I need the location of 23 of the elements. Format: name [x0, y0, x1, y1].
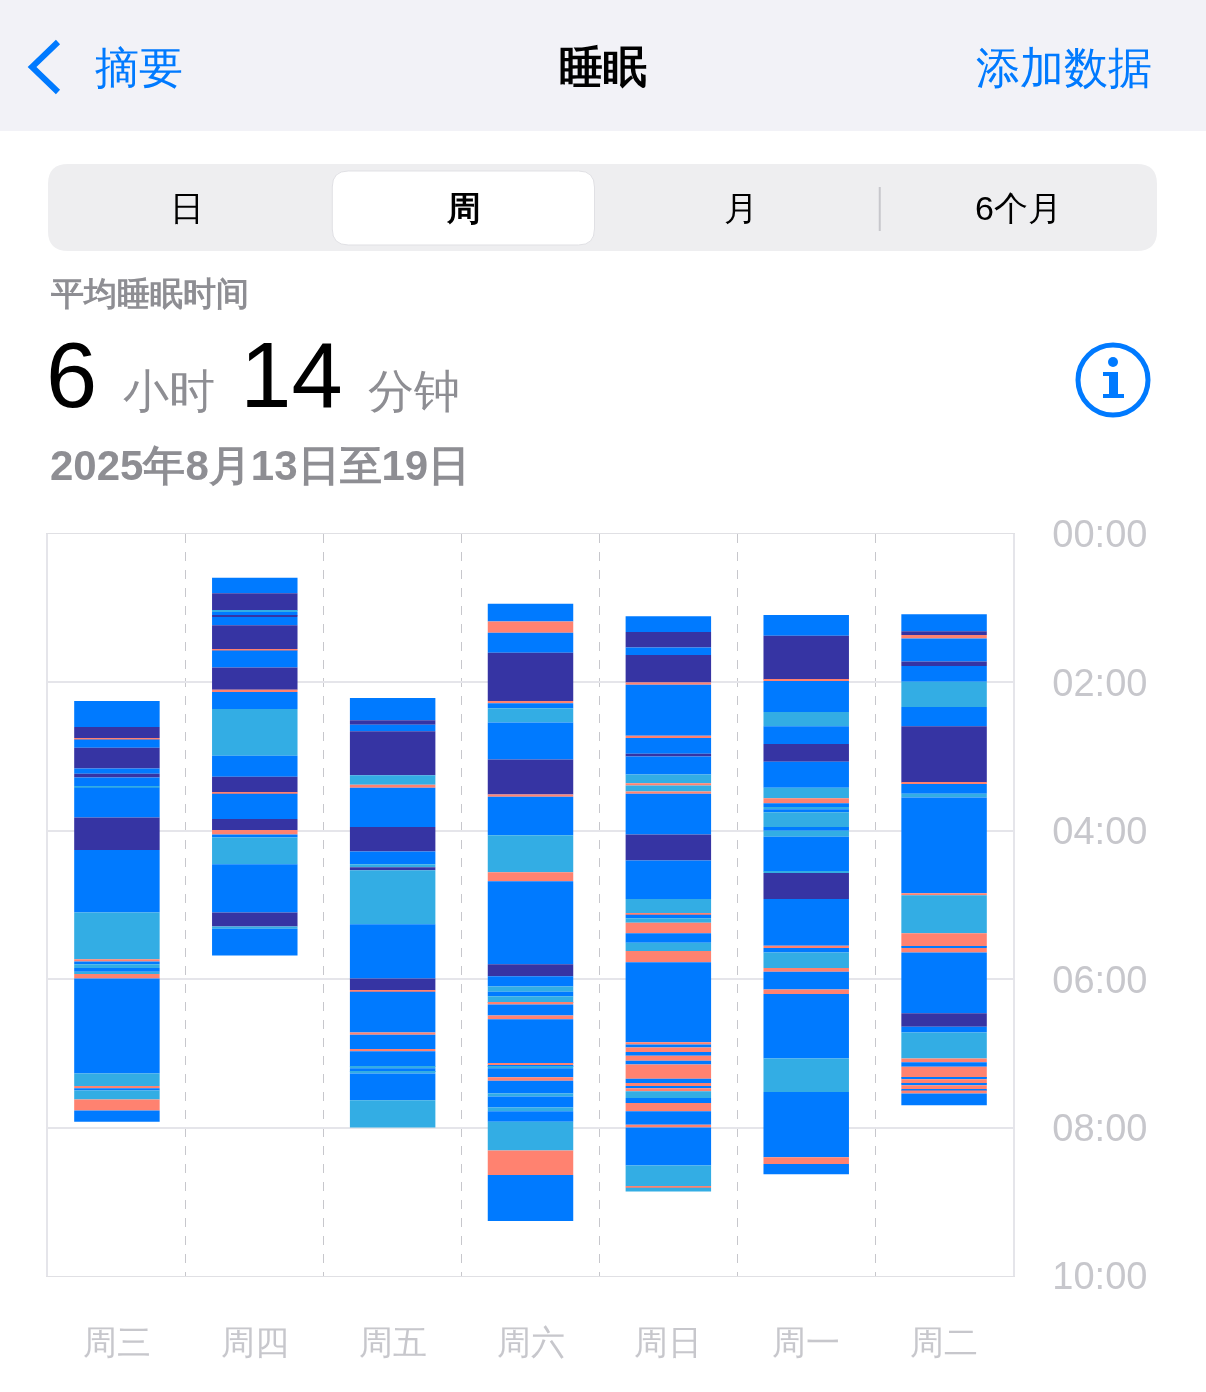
y-tick-label: 06:00	[1052, 958, 1148, 1001]
x-tick-label: 周三	[82, 1322, 151, 1361]
text: 周	[446, 189, 481, 227]
x-tick-label: 周二	[910, 1322, 979, 1361]
y-tick-label: 00:00	[1052, 513, 1148, 556]
text: 平均睡眠时间	[50, 275, 249, 312]
x-tick-label: 周五	[358, 1322, 427, 1361]
x-tick-label: 周六	[496, 1322, 565, 1361]
y-tick-label: 10:00	[1052, 1255, 1148, 1298]
x-tick-label: 周四	[220, 1322, 289, 1361]
y-tick-label: 04:00	[1052, 810, 1148, 853]
chart-title: 睡眠	[559, 42, 647, 92]
x-tick-label: 周日	[634, 1322, 703, 1361]
text: 摘要	[95, 43, 183, 92]
text: 6 小时 14 分钟	[46, 324, 461, 426]
x-tick-label: 周一	[772, 1322, 841, 1361]
text: 日	[170, 189, 204, 227]
text: 月	[724, 189, 758, 227]
text: 添加数据	[976, 43, 1152, 92]
text: 2025年8月13日至19日	[50, 442, 471, 489]
text: 6个月	[975, 189, 1062, 227]
y-tick-label: 02:00	[1052, 661, 1148, 704]
y-tick-label: 08:00	[1052, 1106, 1148, 1149]
